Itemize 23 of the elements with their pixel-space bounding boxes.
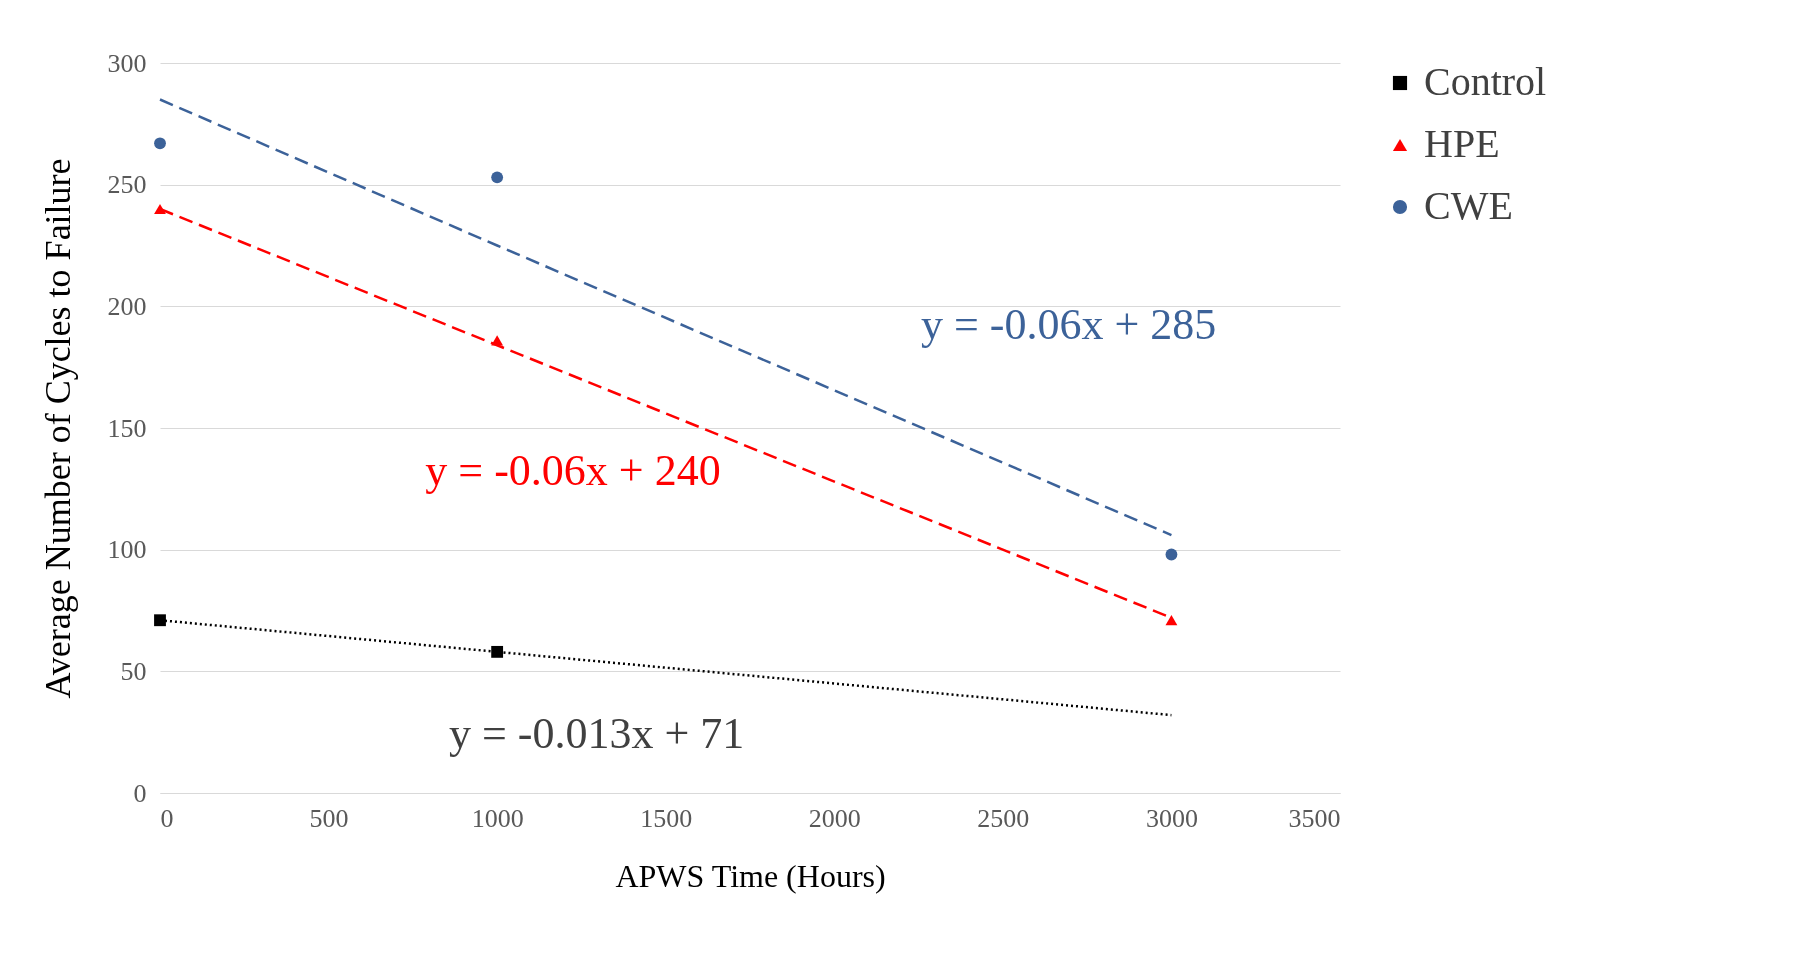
x-tick-label: 1000 <box>471 803 524 833</box>
y-tick-label: 150 <box>107 413 147 443</box>
annotation: y = -0.013x + 71 <box>448 708 745 758</box>
legend-label: Control <box>1424 59 1547 104</box>
x-axis-title: APWS Time (Hours) <box>615 857 886 894</box>
annotation: y = -0.06x + 240 <box>425 445 721 495</box>
y-tick-label: 0 <box>133 778 147 808</box>
x-tick-label: 3000 <box>1145 803 1198 833</box>
legend-label: HPE <box>1424 121 1500 166</box>
x-tick-label: 1500 <box>640 803 693 833</box>
y-tick-label: 50 <box>120 656 147 686</box>
x-tick-label: 2000 <box>808 803 861 833</box>
y-tick-label: 250 <box>107 170 147 200</box>
x-tick-label: 3500 <box>1288 803 1341 833</box>
annotation: y = -0.06x + 285 <box>920 299 1217 349</box>
x-tick-label: 2500 <box>977 803 1030 833</box>
y-tick-label: 200 <box>107 291 147 321</box>
y-axis-title: Average Number of Cycles to Failure <box>37 158 78 699</box>
x-tick-label: 0 <box>160 803 174 833</box>
x-tick-label: 500 <box>309 803 349 833</box>
legend-label: CWE <box>1424 183 1513 228</box>
y-tick-label: 300 <box>107 48 147 78</box>
y-tick-label: 100 <box>107 535 147 565</box>
